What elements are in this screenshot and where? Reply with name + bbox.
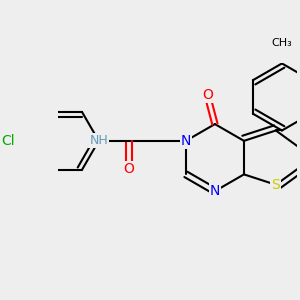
- Text: N: N: [181, 134, 191, 148]
- Text: O: O: [202, 88, 213, 102]
- Text: N: N: [210, 184, 220, 198]
- Text: O: O: [123, 162, 134, 176]
- Text: S: S: [272, 178, 280, 192]
- Text: NH: NH: [89, 134, 108, 147]
- Text: Cl: Cl: [2, 134, 15, 148]
- Text: CH₃: CH₃: [272, 38, 292, 48]
